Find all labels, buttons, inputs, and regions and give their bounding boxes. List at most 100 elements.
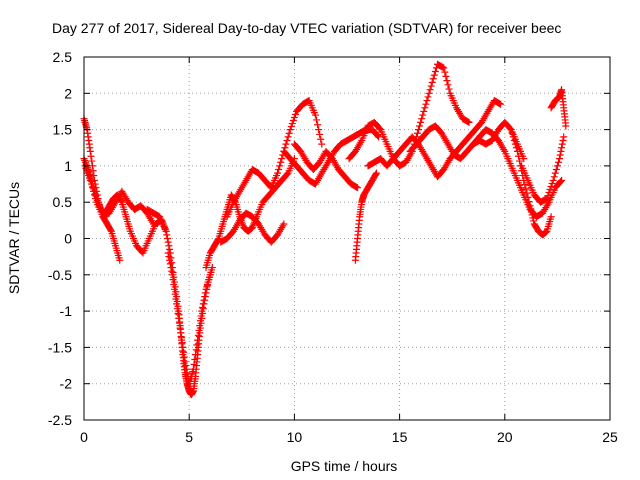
data-point bbox=[284, 133, 292, 141]
data-point bbox=[191, 356, 199, 363]
data-point bbox=[546, 185, 554, 193]
data-point bbox=[512, 144, 520, 152]
chart-title: Day 277 of 2017, Sidereal Day-to-day VTE… bbox=[52, 20, 561, 36]
data-series bbox=[223, 97, 326, 221]
data-point bbox=[89, 167, 97, 175]
data-point bbox=[276, 162, 284, 170]
data-point bbox=[549, 176, 557, 184]
data-point bbox=[277, 158, 285, 166]
data-point bbox=[530, 217, 538, 225]
data-point bbox=[541, 228, 549, 236]
data-point bbox=[543, 195, 551, 203]
ticks-layer bbox=[83, 56, 611, 421]
data-point bbox=[441, 68, 449, 76]
data-point bbox=[179, 343, 187, 351]
data-point bbox=[291, 110, 299, 118]
tick-labels-layer: -2.5 -2 -1.5 -1 -0.5 0 0.5 1 1.5 2 2.5 0 5 10 15 20 25 bbox=[48, 49, 618, 445]
data-point bbox=[444, 81, 452, 89]
data-point bbox=[282, 140, 290, 148]
data-point bbox=[199, 300, 207, 308]
data-point bbox=[201, 289, 209, 297]
data-point bbox=[183, 369, 191, 377]
data-point bbox=[194, 331, 202, 339]
data-point bbox=[556, 155, 564, 163]
data-point bbox=[192, 346, 200, 354]
data-point bbox=[283, 170, 291, 178]
data-point bbox=[88, 157, 96, 165]
data-point bbox=[86, 147, 94, 155]
data-point bbox=[285, 129, 293, 137]
x-tick-label: 25 bbox=[602, 429, 618, 445]
data-point bbox=[181, 358, 189, 366]
data-point bbox=[180, 348, 188, 356]
data-point bbox=[521, 181, 529, 189]
y-tick-label: 2 bbox=[64, 85, 72, 101]
data-point bbox=[431, 68, 439, 76]
data-point bbox=[196, 317, 204, 325]
data-point bbox=[274, 169, 282, 177]
data-series bbox=[81, 162, 157, 228]
data-point bbox=[542, 195, 550, 203]
data-point bbox=[430, 71, 438, 79]
data-point bbox=[413, 129, 421, 137]
data-point bbox=[286, 126, 294, 134]
data-point bbox=[201, 293, 209, 301]
data-point bbox=[548, 179, 556, 187]
data-point bbox=[445, 85, 453, 93]
data-point bbox=[429, 75, 437, 83]
data-point bbox=[194, 336, 202, 344]
data-point bbox=[497, 100, 505, 108]
data-point bbox=[558, 140, 566, 148]
data-point bbox=[280, 220, 288, 228]
data-point bbox=[510, 136, 518, 144]
data-point bbox=[168, 267, 176, 275]
y-tick-label: -2 bbox=[60, 376, 73, 392]
data-series bbox=[518, 133, 568, 206]
data-point bbox=[88, 184, 96, 192]
data-point bbox=[522, 185, 530, 193]
data-point bbox=[422, 100, 430, 108]
data-point bbox=[287, 123, 295, 131]
data-point bbox=[278, 155, 286, 163]
data-point bbox=[172, 295, 180, 303]
data-point bbox=[164, 238, 172, 246]
data-point bbox=[523, 189, 531, 197]
data-point bbox=[506, 124, 514, 132]
data-point bbox=[352, 183, 360, 191]
data-point bbox=[464, 118, 472, 126]
data-point bbox=[424, 93, 432, 101]
data-point bbox=[426, 86, 434, 94]
data-point bbox=[374, 132, 382, 140]
data-point bbox=[199, 303, 207, 311]
data-point bbox=[511, 140, 519, 148]
data-point bbox=[208, 264, 216, 272]
data-point bbox=[547, 213, 555, 221]
data-series bbox=[507, 126, 555, 239]
data-point bbox=[550, 173, 558, 181]
data-point bbox=[177, 334, 185, 342]
data-point bbox=[529, 214, 537, 222]
data-point bbox=[557, 178, 565, 186]
data-point bbox=[163, 235, 171, 242]
data-point bbox=[544, 192, 552, 200]
data-point bbox=[507, 126, 515, 134]
data-point bbox=[514, 152, 522, 160]
data-point bbox=[116, 256, 124, 264]
data-series bbox=[345, 60, 473, 170]
data-point bbox=[526, 202, 534, 210]
data-point bbox=[167, 264, 175, 272]
data-point bbox=[165, 242, 173, 250]
data-point bbox=[175, 314, 183, 322]
data-point bbox=[553, 162, 561, 170]
y-tick-label: -1 bbox=[60, 303, 73, 319]
data-point bbox=[200, 296, 208, 304]
data-point bbox=[87, 180, 95, 188]
data-point bbox=[542, 228, 550, 236]
data-point bbox=[516, 157, 524, 165]
x-tick-label: 15 bbox=[392, 429, 408, 445]
data-point bbox=[162, 227, 170, 235]
data-point bbox=[354, 184, 362, 192]
data-point bbox=[443, 77, 451, 85]
data-point bbox=[465, 118, 473, 126]
